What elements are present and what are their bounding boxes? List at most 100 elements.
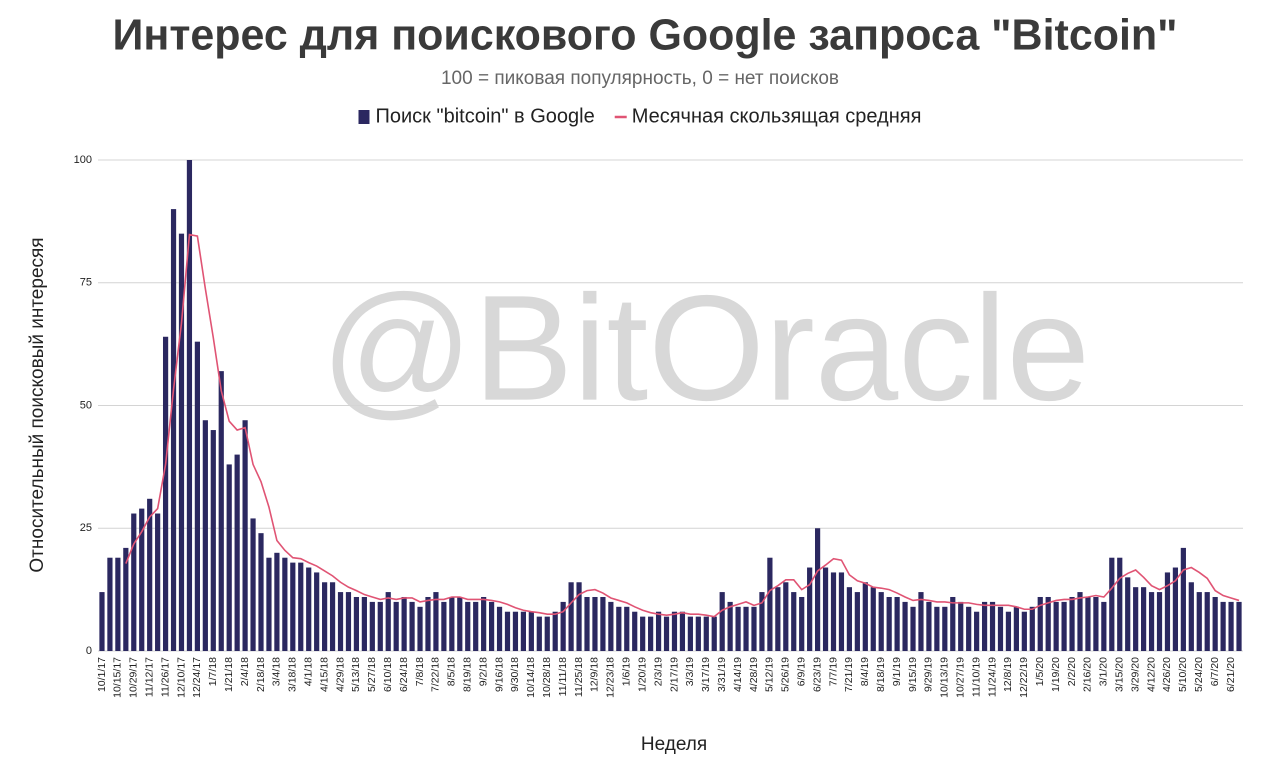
bar bbox=[107, 557, 113, 651]
x-tick-label: 1/6/19 bbox=[621, 657, 633, 686]
legend: Поиск "bitcoin" в Google Месячная скользя… bbox=[358, 105, 921, 127]
bar bbox=[226, 464, 232, 651]
bar bbox=[361, 596, 367, 651]
bar bbox=[1212, 596, 1218, 651]
bar bbox=[624, 606, 630, 651]
bar bbox=[329, 582, 336, 651]
x-tick-label: 11/26/17 bbox=[159, 657, 171, 697]
bar bbox=[997, 606, 1004, 651]
x-tick-label: 4/26/20 bbox=[1161, 657, 1173, 692]
x-tick-label: 6/23/19 bbox=[811, 657, 823, 692]
y-tick-label: 0 bbox=[86, 645, 92, 657]
bar bbox=[1053, 601, 1059, 651]
bar bbox=[170, 209, 177, 651]
bar bbox=[155, 513, 161, 651]
bar bbox=[457, 596, 463, 651]
bar bbox=[417, 606, 423, 651]
x-tick-label: 10/28/18 bbox=[541, 657, 553, 698]
x-tick-label: 9/1/19 bbox=[891, 657, 903, 686]
bar bbox=[393, 601, 399, 651]
bar bbox=[743, 606, 749, 651]
bar bbox=[473, 601, 479, 651]
x-tick-label: 11/24/19 bbox=[986, 657, 998, 697]
bar bbox=[950, 596, 956, 651]
bar bbox=[528, 611, 534, 651]
bar bbox=[886, 596, 892, 651]
bar bbox=[465, 601, 471, 651]
bar bbox=[735, 606, 741, 651]
bar bbox=[481, 596, 487, 651]
x-tick-label: 8/4/19 bbox=[859, 657, 871, 686]
bar bbox=[902, 601, 908, 651]
moving-average-line bbox=[125, 233, 1240, 618]
y-axis-title: Относительный поисковый интересяя bbox=[27, 237, 48, 572]
bar bbox=[1013, 606, 1019, 651]
x-tick-label: 6/10/18 bbox=[382, 657, 394, 692]
x-tick-label: 5/13/18 bbox=[350, 657, 362, 692]
x-tick-label: 6/9/19 bbox=[795, 657, 807, 686]
bar bbox=[830, 572, 837, 651]
x-tick-label: 3/29/20 bbox=[1129, 657, 1141, 692]
bar bbox=[719, 592, 725, 651]
bar bbox=[727, 601, 733, 651]
bar bbox=[1117, 557, 1123, 651]
bar bbox=[608, 601, 614, 651]
x-tick-label: 4/28/19 bbox=[748, 657, 760, 692]
x-tick-label: 3/3/19 bbox=[684, 657, 696, 686]
bar bbox=[250, 518, 256, 651]
bar bbox=[1133, 587, 1139, 651]
bar bbox=[194, 341, 200, 651]
x-tick-label: 12/24/17 bbox=[191, 657, 203, 698]
bar bbox=[1156, 592, 1163, 651]
bar bbox=[584, 596, 590, 651]
x-tick-label: 3/15/20 bbox=[1114, 657, 1126, 692]
x-tick-label: 3/17/19 bbox=[700, 657, 712, 692]
bar bbox=[218, 371, 224, 651]
x-tick-label: 4/1/18 bbox=[302, 657, 314, 686]
x-tick-label: 12/8/19 bbox=[1002, 657, 1014, 692]
bar bbox=[1220, 601, 1226, 651]
bar bbox=[1148, 592, 1155, 651]
bar bbox=[345, 592, 352, 651]
bar bbox=[298, 562, 304, 651]
y-tick-label: 75 bbox=[80, 277, 92, 289]
bar bbox=[536, 616, 542, 651]
bar bbox=[679, 611, 686, 651]
bar bbox=[838, 572, 845, 651]
x-tick-label: 4/15/18 bbox=[318, 657, 330, 692]
bar bbox=[266, 557, 272, 651]
bar bbox=[616, 606, 622, 651]
x-tick-label: 2/2/20 bbox=[1066, 657, 1078, 686]
bar bbox=[377, 601, 383, 651]
bar bbox=[202, 420, 208, 651]
bar bbox=[409, 601, 415, 651]
y-tick-label: 25 bbox=[80, 522, 92, 534]
bar bbox=[1101, 601, 1107, 651]
bar bbox=[1196, 592, 1202, 651]
bar bbox=[1045, 596, 1051, 651]
bar bbox=[449, 596, 455, 651]
bar bbox=[1037, 596, 1043, 651]
bar bbox=[1069, 596, 1075, 651]
bar bbox=[934, 606, 940, 651]
x-tick-label: 8/18/19 bbox=[875, 657, 887, 692]
bar bbox=[1188, 582, 1194, 651]
bar bbox=[385, 592, 391, 651]
bar bbox=[369, 601, 375, 651]
bar bbox=[1061, 601, 1067, 651]
bar bbox=[210, 430, 216, 651]
bar bbox=[775, 587, 781, 651]
x-tick-label: 6/21/20 bbox=[1225, 657, 1237, 692]
x-tick-label: 6/24/18 bbox=[398, 657, 410, 692]
bar bbox=[663, 616, 670, 651]
x-tick-label: 12/10/17 bbox=[175, 657, 187, 698]
bar bbox=[1164, 572, 1171, 651]
x-tick-label: 5/27/18 bbox=[366, 657, 378, 692]
bar bbox=[632, 611, 638, 651]
x-tick-label: 1/19/20 bbox=[1050, 657, 1062, 692]
bar bbox=[822, 567, 829, 651]
bar bbox=[115, 557, 121, 651]
x-tick-label: 11/11/18 bbox=[557, 657, 569, 696]
chart-subtitle: 100 = пиковая популярность, 0 = нет поис… bbox=[441, 68, 839, 89]
bar bbox=[942, 606, 948, 651]
